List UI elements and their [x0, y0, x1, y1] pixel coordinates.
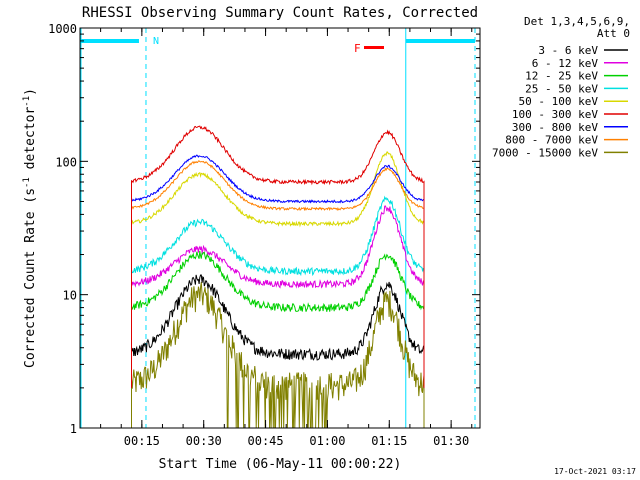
series-line-4 — [131, 151, 425, 388]
legend-header-1: Det 1,3,4,5,6,9, — [524, 15, 630, 28]
series-line-8 — [131, 282, 425, 429]
x-tick-label-3: 01:00 — [309, 434, 345, 448]
flare-bar — [364, 46, 384, 49]
night-bar-2 — [405, 39, 475, 43]
legend-label-8: 7000 - 15000 keV — [492, 146, 598, 159]
legend-label-1: 6 - 12 keV — [532, 57, 599, 70]
y-tick-label-2: 100 — [55, 155, 77, 169]
y-axis-label-part2: detector — [23, 107, 38, 178]
y-axis-label-sup2: -1 — [22, 96, 32, 107]
series-line-5 — [131, 125, 425, 388]
flare-label: F — [354, 42, 361, 55]
y-tick-label-1: 10 — [63, 289, 77, 303]
legend-label-2: 12 - 25 keV — [525, 70, 598, 83]
footer-timestamp: 17-Oct-2021 03:17 — [554, 467, 636, 476]
y-axis-label-sup1: -1 — [22, 177, 32, 188]
series-line-0 — [131, 274, 425, 388]
x-tick-label-4: 01:15 — [371, 434, 407, 448]
series-line-7 — [131, 160, 425, 388]
y-axis-label-part1: Corrected Count Rate (s — [23, 188, 38, 368]
series-line-1 — [131, 205, 425, 388]
x-axis-label: Start Time (06-May-11 00:00:22) — [159, 457, 402, 472]
x-tick-label-1: 00:30 — [186, 434, 222, 448]
series-line-3 — [131, 195, 425, 388]
legend-label-7: 800 - 7000 keV — [505, 134, 598, 147]
chart-title: RHESSI Observing Summary Count Rates, Co… — [82, 5, 478, 21]
legend-header-2: Att 0 — [597, 27, 630, 40]
x-tick-label-0: 00:15 — [124, 434, 160, 448]
series-line-6 — [131, 154, 425, 388]
x-tick-label-5: 01:30 — [433, 434, 469, 448]
night-label: N — [153, 36, 159, 47]
legend-label-6: 300 - 800 keV — [512, 121, 598, 134]
legend-label-4: 50 - 100 keV — [519, 95, 599, 108]
night-bar-1 — [81, 39, 139, 43]
series-line-2 — [131, 251, 425, 388]
x-tick-label-2: 00:45 — [248, 434, 284, 448]
y-axis-label: Corrected Count Rate (s-1 detector-1) — [22, 88, 38, 368]
y-tick-label-3: 1000 — [48, 22, 77, 36]
legend-label-3: 25 - 50 keV — [525, 82, 598, 95]
night-markers — [80, 28, 476, 428]
series-lines — [131, 125, 425, 429]
legend-label-5: 100 - 300 keV — [512, 108, 598, 121]
y-axis-label-part3: ) — [23, 88, 38, 96]
plot-frame — [79, 27, 481, 429]
axes: 00:15 00:30 00:45 01:00 01:15 01:30 1 10 100 1000 — [48, 22, 480, 448]
y-tick-label-0: 1 — [70, 422, 77, 436]
legend-label-0: 3 - 6 keV — [538, 44, 598, 57]
